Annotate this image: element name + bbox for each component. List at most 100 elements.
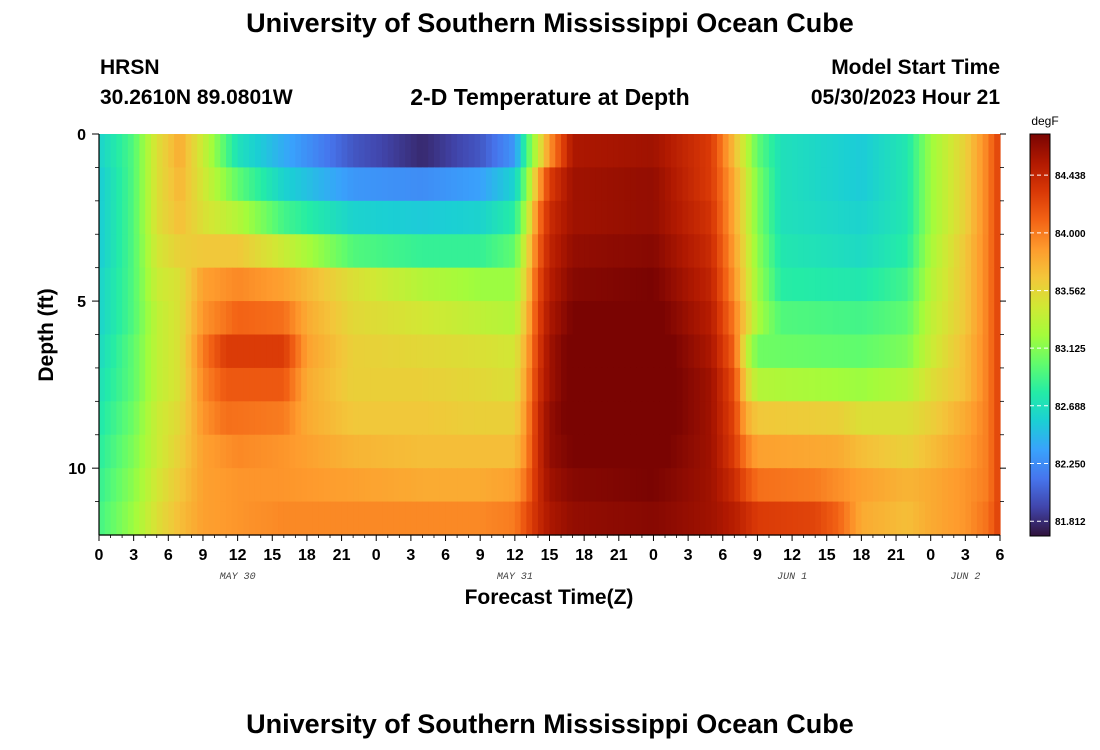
- heatmap-cell: [457, 501, 464, 536]
- heatmap-cell: [907, 134, 914, 169]
- heatmap-cell: [641, 200, 649, 235]
- heatmap-cell: [439, 401, 447, 436]
- heatmap-cell: [214, 367, 221, 402]
- heatmap-cell: [185, 200, 193, 235]
- heatmap-cell: [919, 434, 926, 469]
- heatmap-cell: [301, 434, 308, 469]
- heatmap-cell: [589, 334, 597, 369]
- heatmap-cell: [607, 434, 614, 469]
- heatmap-cell: [451, 167, 458, 202]
- heatmap-cell: [272, 401, 279, 436]
- heatmap-cell: [127, 134, 135, 169]
- heatmap-cell: [601, 501, 608, 536]
- heatmap-cell: [422, 134, 429, 169]
- heatmap-cell: [318, 301, 325, 336]
- heatmap-cell: [358, 234, 366, 269]
- heatmap-cell: [682, 468, 689, 503]
- heatmap-cell: [965, 401, 972, 436]
- heatmap-cell: [428, 234, 435, 269]
- heatmap-cell: [191, 434, 198, 469]
- heatmap-cell: [254, 501, 262, 536]
- heatmap-cell: [549, 234, 556, 269]
- heatmap-cell: [930, 367, 938, 402]
- heatmap-cell: [220, 367, 227, 402]
- heatmap-cell: [127, 301, 135, 336]
- heatmap-cell: [150, 334, 158, 369]
- heatmap-cell: [797, 334, 805, 369]
- heatmap-cell: [832, 367, 839, 402]
- heatmap-cell: [682, 401, 689, 436]
- colorbar-tick-label: 82.250: [1055, 460, 1086, 471]
- heatmap-cell: [844, 468, 851, 503]
- heatmap-cell: [509, 334, 516, 369]
- heatmap-cell: [237, 167, 244, 202]
- heatmap-cell: [601, 167, 608, 202]
- heatmap-cell: [647, 267, 655, 302]
- heatmap-cell: [249, 267, 256, 302]
- heatmap-cell: [942, 134, 949, 169]
- heatmap-cell: [647, 200, 655, 235]
- heatmap-cell: [382, 200, 389, 235]
- heatmap-cell: [202, 468, 210, 503]
- heatmap-cell: [728, 401, 735, 436]
- heatmap-cell: [924, 200, 932, 235]
- heatmap-cell: [682, 434, 689, 469]
- heatmap-cell: [272, 200, 279, 235]
- heatmap-cell: [907, 434, 914, 469]
- heatmap-cell: [670, 501, 678, 536]
- heatmap-cell: [867, 434, 874, 469]
- heatmap-cell: [618, 167, 626, 202]
- heatmap-cell: [913, 468, 920, 503]
- heatmap-cell: [607, 167, 614, 202]
- heatmap-cell: [191, 167, 198, 202]
- heatmap-cell: [607, 234, 614, 269]
- heatmap-cell: [751, 501, 759, 536]
- heatmap-cell: [520, 434, 527, 469]
- heatmap-cell: [555, 401, 562, 436]
- heatmap-cell: [428, 401, 435, 436]
- heatmap-cell: [306, 401, 314, 436]
- heatmap-cell: [220, 501, 227, 536]
- heatmap-cell: [618, 468, 626, 503]
- heatmap-cell: [214, 334, 221, 369]
- heatmap-cell: [520, 334, 527, 369]
- heatmap-cell: [774, 434, 782, 469]
- heatmap-cell: [364, 234, 372, 269]
- heatmap-cell: [537, 501, 545, 536]
- heatmap-cell: [936, 501, 943, 536]
- heatmap-cell: [214, 267, 221, 302]
- heatmap-cell: [451, 367, 458, 402]
- heatmap-cell: [786, 468, 793, 503]
- heatmap-cell: [139, 167, 146, 202]
- heatmap-cell: [480, 267, 487, 302]
- heatmap-cell: [266, 200, 273, 235]
- heatmap-cell: [613, 367, 620, 402]
- heatmap-cell: [924, 434, 932, 469]
- heatmap-cell: [636, 401, 643, 436]
- heatmap-cell: [665, 501, 672, 536]
- heatmap-cell: [491, 334, 499, 369]
- heatmap-cell: [491, 200, 499, 235]
- heatmap-cell: [757, 200, 764, 235]
- heatmap-cell: [809, 367, 816, 402]
- heatmap-cell: [838, 334, 845, 369]
- heatmap-cell: [358, 501, 366, 536]
- heatmap-cell: [953, 434, 961, 469]
- heatmap-cell: [393, 434, 400, 469]
- heatmap-cell: [595, 267, 603, 302]
- heatmap-cell: [347, 367, 354, 402]
- heatmap-cell: [872, 234, 880, 269]
- heatmap-cell: [913, 501, 920, 536]
- heatmap-cell: [387, 167, 395, 202]
- heatmap-cell: [272, 167, 279, 202]
- heatmap-cell: [595, 401, 603, 436]
- heatmap-cell: [364, 200, 372, 235]
- heatmap-cell: [376, 134, 383, 169]
- heatmap-cell: [549, 301, 556, 336]
- x-tick-label: 6: [441, 547, 450, 564]
- heatmap-cell: [913, 301, 920, 336]
- heatmap-cell: [716, 167, 724, 202]
- heatmap-cell: [792, 167, 799, 202]
- heatmap-cell: [809, 434, 816, 469]
- heatmap-cell: [647, 234, 655, 269]
